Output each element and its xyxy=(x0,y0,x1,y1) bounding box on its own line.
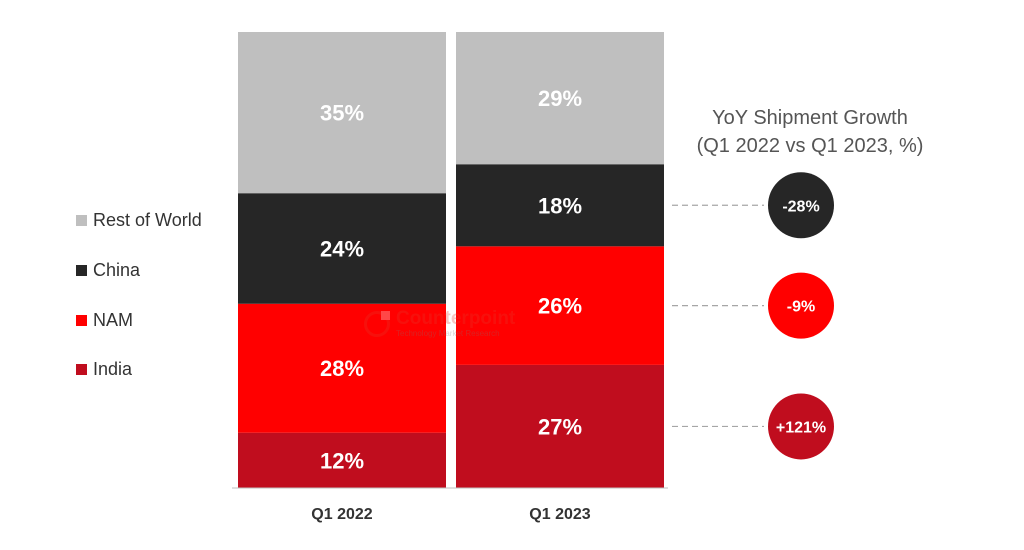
yoy-title-line2: (Q1 2022 vs Q1 2023, %) xyxy=(696,135,924,157)
yoy-circle-china xyxy=(768,172,834,239)
data-label-china-q1-2022: 24% xyxy=(320,236,364,261)
bar-nam-q1-2023 xyxy=(456,246,664,365)
legend-label-rest-of-world: Rest of World xyxy=(93,209,202,230)
data-label-nam-q1-2022: 28% xyxy=(320,356,364,381)
yoy-circle-india xyxy=(768,393,834,460)
legend-label-india: India xyxy=(93,358,133,379)
watermark-name: Counterpoint xyxy=(396,308,516,329)
legend-swatch-china xyxy=(76,264,87,276)
data-label-china-q1-2023: 18% xyxy=(538,193,582,218)
legend-label-nam: NAM xyxy=(93,309,133,330)
bar-rest-of-world-q1-2022 xyxy=(238,32,446,194)
yoy-value-china: -28% xyxy=(782,198,819,215)
bar-china-q1-2022 xyxy=(238,193,446,304)
data-label-rest-of-world-q1-2022: 35% xyxy=(320,101,364,126)
bar-india-q1-2022 xyxy=(238,432,446,488)
yoy-title-line1: YoY Shipment Growth xyxy=(712,107,908,129)
legend-swatch-rest-of-world xyxy=(76,214,87,226)
bar-india-q1-2023 xyxy=(456,364,664,488)
x-tick-label-q1-2023: Q1 2023 xyxy=(529,506,590,523)
data-label-india-q1-2022: 12% xyxy=(320,448,364,473)
legend-swatch-nam xyxy=(76,314,87,326)
yoy-value-india: +121% xyxy=(776,419,826,436)
counterpoint-watermark: Counterpoint Technology Market Research xyxy=(364,309,515,339)
yoy-title: YoY Shipment Growth (Q1 2022 vs Q1 2023,… xyxy=(660,104,960,160)
yoy-value-nam: -9% xyxy=(787,299,815,316)
legend-item-rest-of-world: Rest of World xyxy=(76,209,202,231)
bar-china-q1-2023 xyxy=(456,164,664,247)
legend-item-india: India xyxy=(76,358,132,380)
legend-item-china: China xyxy=(76,259,140,281)
x-tick-label-q1-2022: Q1 2022 xyxy=(311,506,372,523)
bar-nam-q1-2022 xyxy=(238,303,446,433)
data-label-nam-q1-2023: 26% xyxy=(538,294,582,319)
data-label-india-q1-2023: 27% xyxy=(538,414,582,439)
counterpoint-logo-icon xyxy=(364,311,390,337)
legend-swatch-india xyxy=(76,363,87,375)
legend-item-nam: NAM xyxy=(76,309,133,331)
watermark-tagline: Technology Market Research xyxy=(396,329,500,338)
yoy-circle-nam xyxy=(768,272,834,339)
bar-rest-of-world-q1-2023 xyxy=(456,32,664,165)
legend-label-china: China xyxy=(93,259,141,280)
data-label-rest-of-world-q1-2023: 29% xyxy=(538,86,582,111)
